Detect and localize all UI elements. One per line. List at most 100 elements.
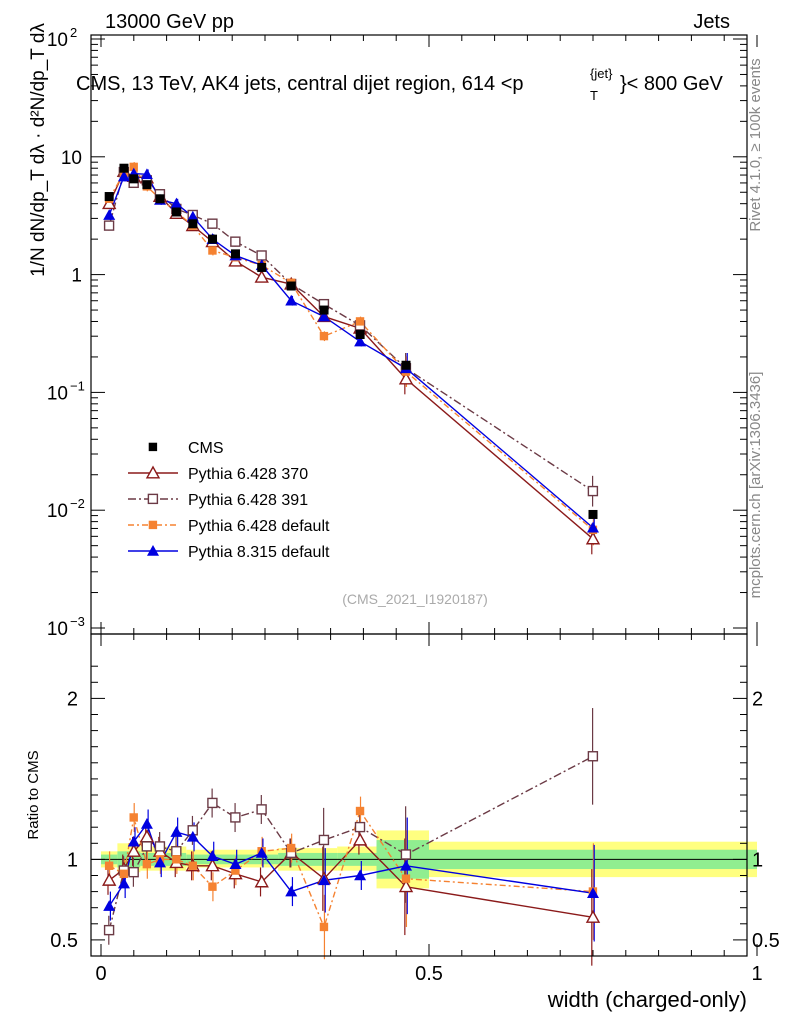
marker-p6_370 [102,196,117,210]
ratio-line-p6_391 [108,755,594,931]
y-tick-exp-main: 2 [70,25,77,40]
ratio-marker-p6_391 [587,751,599,762]
marker-p6_391 [103,220,115,231]
ratio-marker-p6_370 [352,832,368,846]
y-tick-label-main: 10 [47,619,68,640]
legend-marker-p8 [147,545,159,556]
y-tick-exp-main: −2 [70,496,85,511]
ratio-marker-p6_default [142,859,152,869]
y-tick-label-ratio: 2 [67,688,78,710]
marker-cms [286,281,296,291]
marker-cms [171,207,181,217]
legend: CMS Pythia 6.428 370 Pythia 6.428 391 Pythi… [128,440,330,561]
plot-title-sup: {jet} [590,66,613,81]
ratio-marker-p6_default [401,874,411,883]
ratio-marker-p8 [587,887,599,899]
ratio-marker-p8 [206,850,219,861]
marker-p6_370 [585,531,601,545]
marker-cms [104,192,114,202]
x-tick-label: 0.5 [415,963,443,985]
ratio-panel-frame [90,633,748,957]
y-axis-label-bottom: Ratio to CMS [25,750,42,839]
marker-p6_391 [587,485,599,497]
marker-p6_391 [207,218,218,229]
marker-cms [588,509,598,519]
ratio-marker-p8 [140,817,153,829]
marker-p8 [117,170,130,182]
y-axis-label-top: 1/N dN/dp_T dλ · d²N/dp_T dλ [28,23,49,277]
marker-p6_370 [254,269,269,283]
ratio-marker-p6_370 [205,858,220,872]
series-line-p8 [108,172,594,529]
marker-cms [230,249,240,259]
series-line-p6_391 [108,170,594,492]
ratio-marker-p6_370 [398,879,414,893]
x-tick-label: 1 [751,963,762,985]
ratio-marker-p8 [255,846,268,858]
header-left: 13000 GeV pp [105,11,234,33]
y-tick-label-main: 10 [47,501,68,522]
marker-cms [319,305,329,315]
ratio-marker-p6_391 [141,841,153,852]
marker-p6_default [208,246,217,255]
ratio-marker-p6_370 [254,874,269,888]
series-line-p6_370 [108,170,594,540]
marker-p8 [103,209,116,220]
marker-cms [188,219,198,229]
ratio-marker-p8 [354,869,367,881]
plot-title-end: }< 800 GeV [620,73,724,95]
y-tick-label-ratio-right: 0.5 [752,930,780,952]
y-tick-label-ratio: 1 [67,849,78,871]
marker-cms [119,163,129,173]
ratio-marker-p6_default [208,882,217,891]
marker-p6_370 [398,371,414,385]
ratio-marker-p8 [285,885,298,897]
ratio-marker-p6_default [188,861,197,870]
ratio-marker-p8 [154,856,167,868]
ratio-marker-p8 [170,826,183,837]
ratio-marker-p8 [186,830,199,842]
x-tick-label: 0 [95,963,106,985]
marker-cms [129,174,139,184]
ratio-marker-p6_391 [256,804,267,815]
marker-p6_default [129,162,138,172]
header-right: Jets [693,11,730,33]
marker-p8 [170,197,183,209]
ratio-marker-p6_391 [128,866,139,878]
legend-label-p8: Pythia 8.315 default [188,544,330,561]
marker-p8 [318,310,331,322]
ratio-marker-p6_default [172,855,181,864]
marker-cms [142,180,152,190]
legend-marker-p6_default [148,520,158,530]
marker-cms [257,262,267,272]
ratio-marker-p6_default [231,866,240,875]
marker-p8 [186,210,199,222]
mcplots-label: mcplots.cern.ch [arXiv:1306.3436] [747,372,764,599]
ratio-marker-p6_default [104,861,114,870]
ratio-marker-p6_default [119,869,129,879]
marker-p8 [354,335,367,347]
plot-title: CMS, 13 TeV, AK4 jets, central dijet reg… [76,66,724,103]
ratio-marker-p8 [229,858,242,870]
legend-label-p6_370: Pythia 6.428 370 [188,466,308,483]
series-line-p6_default [108,166,594,531]
ratio-marker-p6_391 [207,797,218,809]
ratio-marker-p6_default [355,806,365,816]
ratio-marker-p8 [318,874,331,886]
series-lines [108,166,594,931]
marker-p6_391 [230,236,241,247]
marker-p8 [285,294,298,306]
y-tick-exp-main: −3 [70,614,85,629]
analysis-id: (CMS_2021_I1920187) [342,591,488,607]
ratio-marker-p6_370 [126,843,141,857]
legend-label-cms: CMS [188,440,224,457]
y-tick-label-ratio-right: 2 [752,688,763,710]
y-tick-label-main: 10 [47,383,68,404]
ratio-marker-p6_391 [354,821,366,833]
ratio-marker-p8 [400,859,413,871]
ratio-marker-p6_391 [171,846,182,857]
ratio-marker-p8 [103,900,116,911]
ratio-marker-p6_391 [154,841,166,852]
